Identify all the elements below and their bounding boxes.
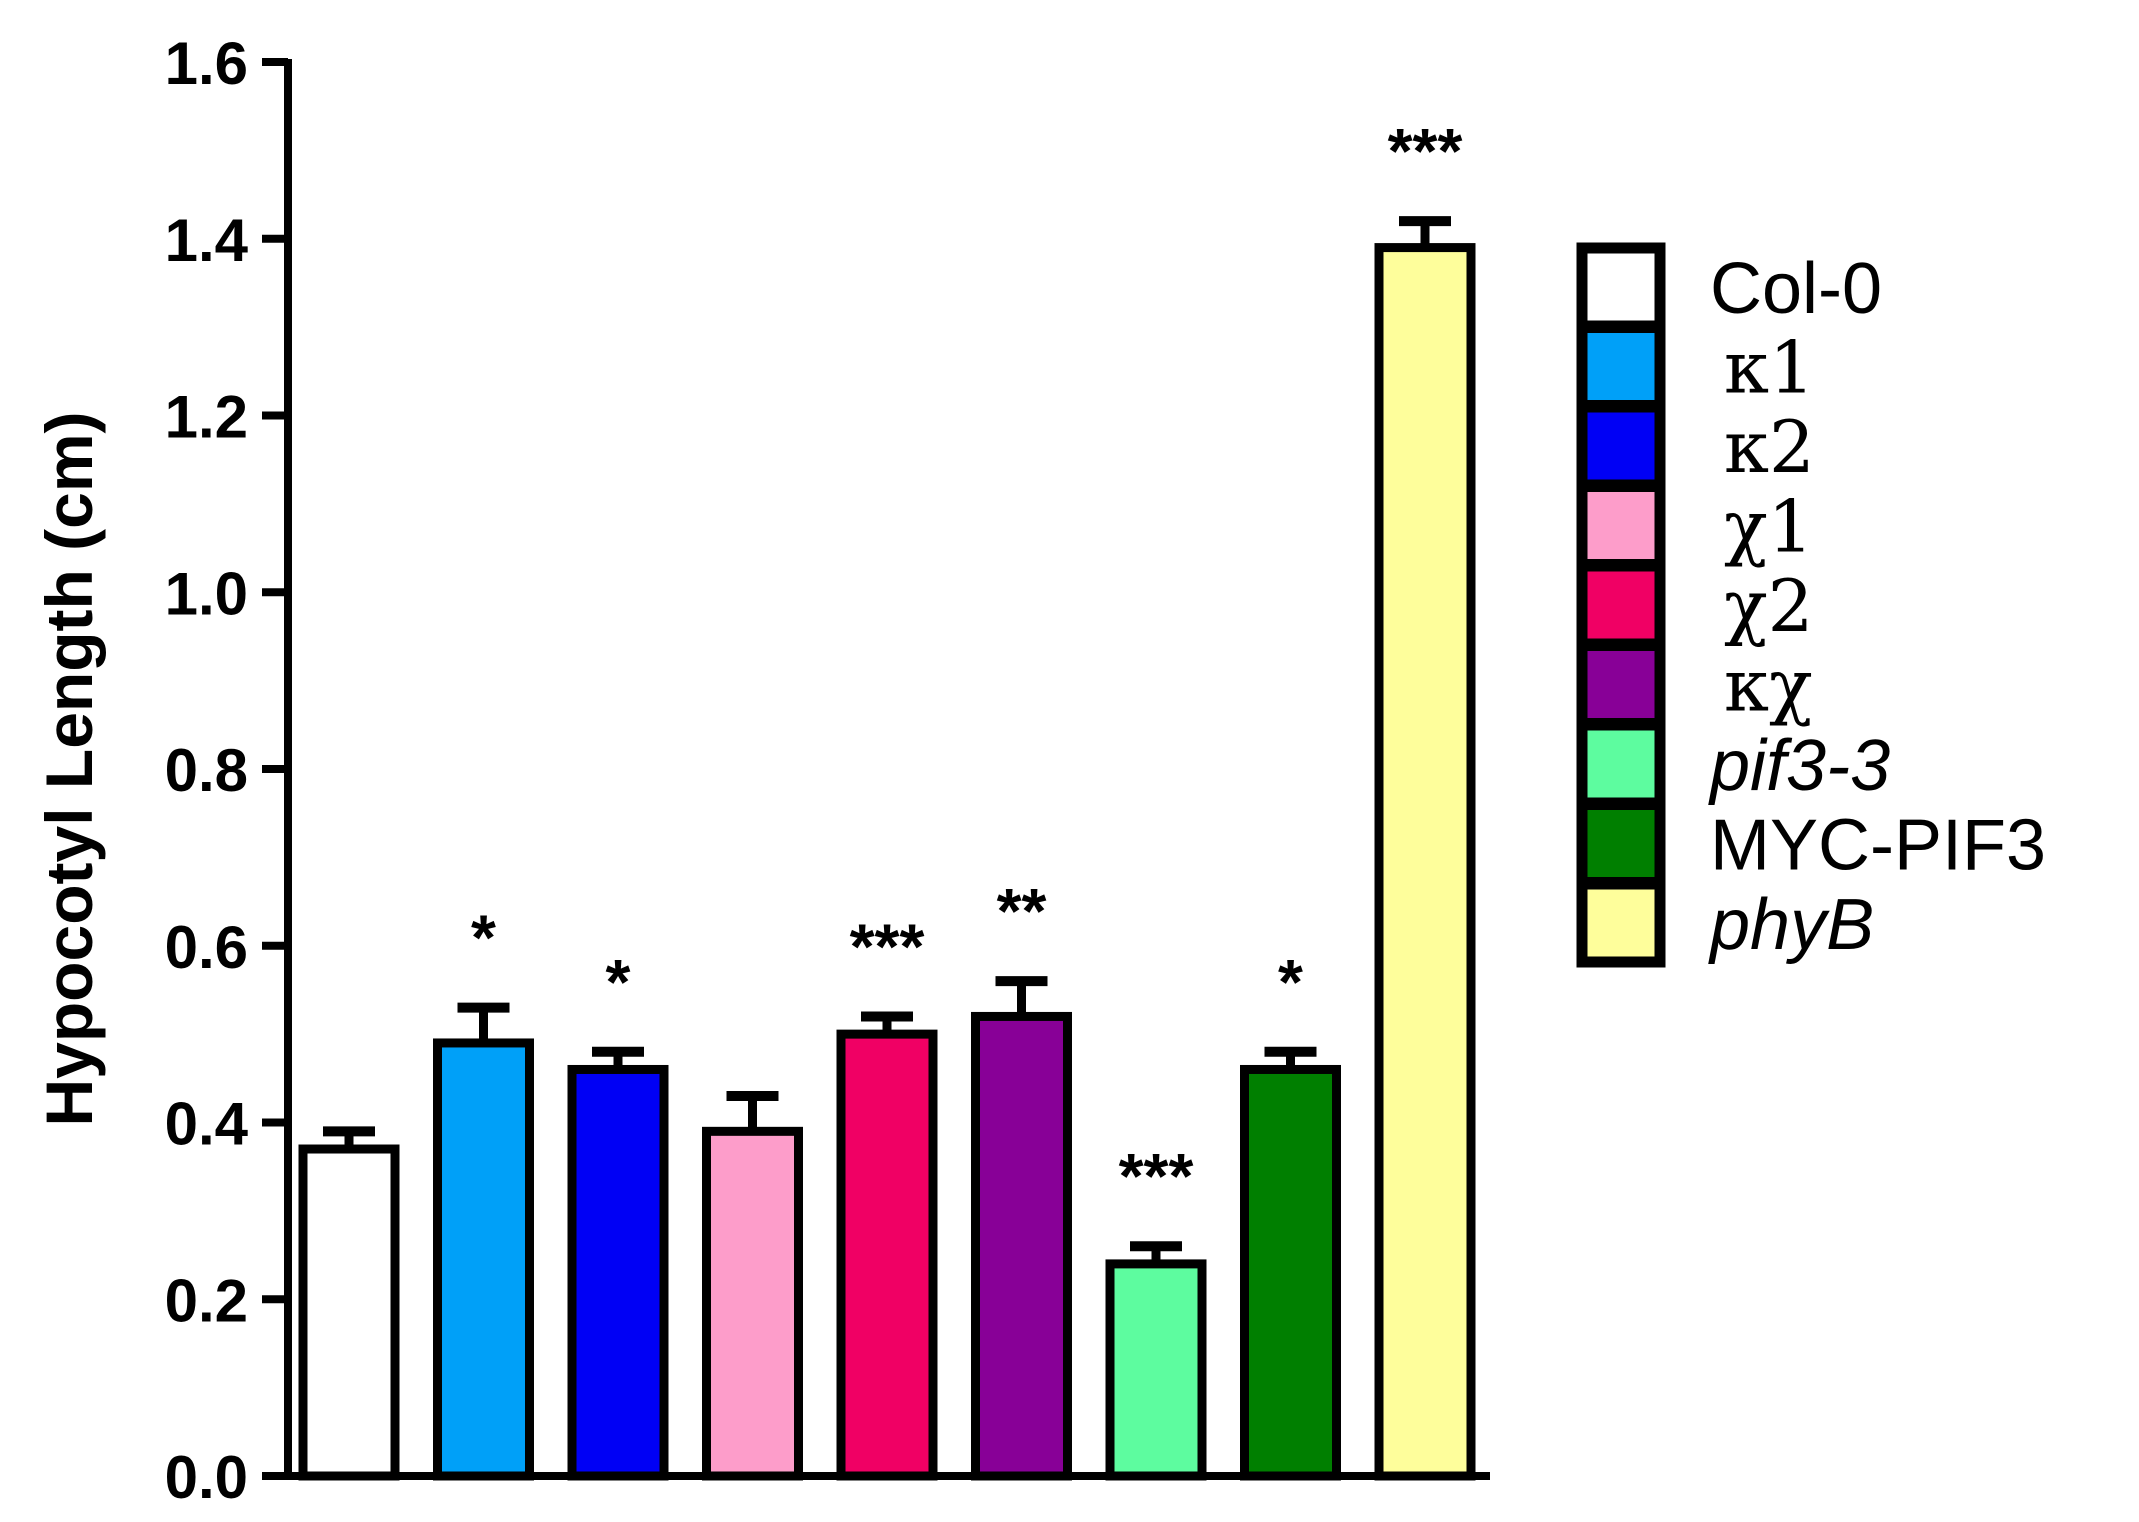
bar	[971, 1011, 1072, 1481]
y-tick-label: 1.2	[165, 384, 248, 451]
significance-label: *	[471, 902, 496, 974]
y-tick-label: 0.4	[165, 1091, 249, 1158]
bar	[1105, 1259, 1207, 1481]
y-axis-title: Hypocotyl Length (cm)	[32, 411, 106, 1126]
legend-label: χ2	[1724, 564, 1813, 648]
legend-swatch	[1576, 401, 1666, 491]
legend-label: κχ	[1724, 644, 1813, 728]
significance-label: ***	[850, 910, 925, 982]
significance-label: **	[997, 875, 1047, 947]
bars: ** *** *********	[298, 115, 1476, 1481]
bar	[298, 1144, 400, 1481]
legend-label: phyB	[1708, 885, 1874, 965]
significance-label: ***	[1119, 1140, 1194, 1212]
y-tick-label: 1.6	[165, 30, 248, 97]
legend-swatch	[1576, 560, 1666, 650]
legend-swatch	[1576, 799, 1666, 888]
legend-label: pif3-3	[1708, 726, 1890, 806]
legend-label: MYC-PIF3	[1710, 806, 2046, 886]
legend-swatch	[1576, 719, 1666, 809]
y-tick-label: 0.2	[165, 1267, 248, 1334]
legend-swatch	[1576, 322, 1666, 411]
legend-swatch	[1576, 640, 1666, 729]
legend-swatch	[1576, 878, 1666, 968]
legend-label: χ1	[1724, 485, 1813, 569]
y-tick-label: 0.0	[165, 1444, 248, 1511]
bar	[433, 1038, 534, 1481]
y-tick-label: 1.0	[165, 560, 248, 627]
bar	[1240, 1064, 1341, 1481]
y-tick-label: 1.4	[165, 207, 249, 274]
legend-label: κ1	[1724, 326, 1815, 410]
bar	[567, 1064, 669, 1481]
axes: 0.0 0.2 0.4 0.6 0.8 1.0 1.2 1.4 1.6 Hypocotyl Len…	[32, 30, 1490, 1511]
significance-label: *	[1278, 946, 1303, 1018]
y-tick-label: 0.6	[165, 914, 248, 981]
bar	[836, 1029, 938, 1481]
legend-label: Col-0	[1710, 249, 1882, 329]
y-tick-label: 0.8	[165, 737, 248, 804]
legend-label: κ2	[1724, 405, 1815, 489]
bar	[1374, 243, 1476, 1481]
significance-label: *	[606, 946, 631, 1018]
significance-label: ***	[1388, 115, 1463, 187]
legend-swatch	[1576, 242, 1666, 332]
bar	[702, 1126, 803, 1481]
legend-swatch	[1576, 481, 1666, 570]
